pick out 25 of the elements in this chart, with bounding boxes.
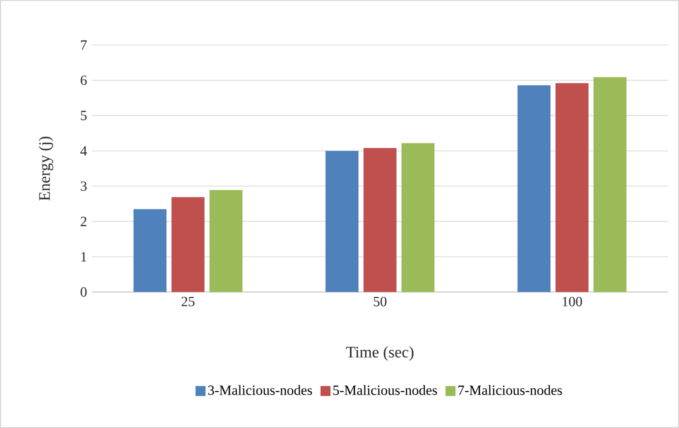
- y-tick-label: 2: [80, 216, 86, 226]
- bar: [172, 197, 205, 292]
- legend-label: 7-Malicious-nodes: [458, 385, 562, 395]
- bar: [134, 209, 166, 292]
- x-tick-label: 50: [374, 296, 386, 306]
- legend-label: 5-Malicious-nodes: [333, 385, 437, 395]
- y-tick-label: 0: [80, 287, 87, 297]
- y-tick-label: 3: [80, 181, 87, 191]
- y-axis-title: Energy (j): [38, 136, 54, 201]
- bar: [364, 148, 397, 292]
- bar: [402, 143, 435, 292]
- y-tick-label: 4: [80, 146, 87, 156]
- x-axis-title: Time (sec): [346, 346, 414, 361]
- y-tick-label: 6: [80, 76, 87, 85]
- y-tick-label: 5: [80, 110, 87, 120]
- x-tick-label: 100: [562, 296, 582, 306]
- bar: [326, 150, 359, 292]
- bar: [556, 83, 589, 292]
- bar: [210, 190, 243, 292]
- y-tick-label: 1: [81, 252, 86, 262]
- x-tick-label: 25: [182, 296, 194, 306]
- bar: [518, 85, 551, 292]
- legend-label: 3-Malicious-nodes: [208, 385, 312, 395]
- y-tick-label: 7: [81, 40, 87, 50]
- bar: [594, 77, 627, 292]
